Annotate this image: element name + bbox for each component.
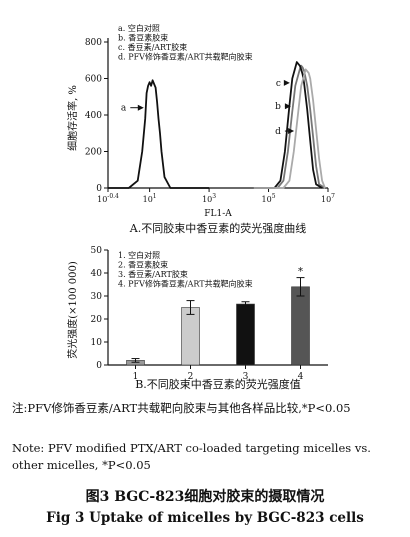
bar-chart-legend-item: 2. 香豆素胶束 xyxy=(118,260,168,270)
histogram-line-d xyxy=(253,68,326,189)
annotation-arrowhead-d xyxy=(288,128,295,135)
histogram-y-tick-label: 200 xyxy=(85,148,102,158)
bar-chart-y-axis-label: 荧光强度(×100 000) xyxy=(66,261,79,359)
bar-chart-category-label: 2 xyxy=(188,372,194,382)
histogram-x-axis-label: FL1-A xyxy=(204,209,232,219)
bar-chart-ticks: 0 10 20 30 40 50 1 2 3 4 xyxy=(91,246,304,382)
bar-chart-y-tick-label: 50 xyxy=(91,246,103,256)
bar-chart-y-tick-label: 0 xyxy=(96,361,102,371)
bar-chart-y-tick-label: 40 xyxy=(91,269,103,279)
histogram-y-tick-label: 0 xyxy=(96,184,102,194)
histogram-x-tick-label: 101 xyxy=(143,193,157,204)
bar-chart-caption: B.不同胶束中香豆素的荧光强度值 xyxy=(135,377,301,391)
annotation-label-a: a xyxy=(121,104,127,114)
histogram-legend-item: a. 空白对照 xyxy=(118,23,160,33)
annotation-arrowhead-c xyxy=(283,79,290,86)
bar-chart-category-label: 3 xyxy=(243,372,249,382)
bar-chart-bars: * xyxy=(126,267,310,366)
histogram-line-b xyxy=(253,64,326,189)
histogram-axes xyxy=(107,38,328,189)
bar-chart-y-tick-label: 10 xyxy=(91,338,103,348)
histogram-legend-item: b. 香豆素胶束 xyxy=(118,33,168,43)
histogram-x-tick-label: 105 xyxy=(262,193,276,204)
histogram-line-c xyxy=(253,61,323,189)
note-english: Note: PFV modified PTX/ART co-loaded tar… xyxy=(12,441,371,472)
note-chinese: 注:PFV修饰香豆素/ART共载靶向胶束与其他各样品比较,*P<0.05 xyxy=(12,401,351,415)
bar-chart-category-label: 1 xyxy=(133,372,139,382)
histogram-x-tick-label: 103 xyxy=(202,193,216,204)
bar-2 xyxy=(181,307,200,366)
histogram-annotations: a c b d xyxy=(121,79,295,137)
histogram-series xyxy=(108,61,326,189)
annotation-arrowhead-a xyxy=(137,104,144,111)
annotation-label-d: d xyxy=(275,127,281,137)
annotation-label-b: b xyxy=(275,102,281,112)
histogram-y-tick-label: 600 xyxy=(85,75,102,85)
histogram-y-tick-label: 800 xyxy=(85,38,102,48)
histogram-caption: A.不同胶束中香豆素的荧光强度曲线 xyxy=(129,221,306,235)
bar-chart-legend-item: 3. 香豆素/ART胶束 xyxy=(118,269,188,279)
histogram-x-tick-label: 10-0.4 xyxy=(97,193,119,204)
histogram-y-axis-label: 细胞存活率, % xyxy=(66,85,79,151)
histogram-chart: 0 200 400 600 800 10-0.4 101 103 105 107 a c b d a. … xyxy=(66,23,335,235)
bar-chart-category-label: 4 xyxy=(298,372,304,382)
bar-chart-legend-item: 1. 空白对照 xyxy=(118,250,160,260)
figure-title-english: Fig 3 Uptake of micelles by BGC-823 cell… xyxy=(46,510,364,526)
histogram-ticks: 0 200 400 600 800 10-0.4 101 103 105 107 xyxy=(85,38,335,204)
histogram-line-a xyxy=(108,79,210,189)
bar-chart-y-tick-label: 20 xyxy=(91,315,103,325)
histogram-legend-item: c. 香豆素/ART胶束 xyxy=(118,42,187,52)
histogram-y-tick-label: 400 xyxy=(85,111,102,121)
figure-title-chinese: 图3 BGC-823细胞对胶束的摄取情况 xyxy=(85,489,325,505)
significance-marker-4: * xyxy=(298,267,303,278)
histogram-legend-item: d. PFV修饰香豆素/ART共载靶向胶束 xyxy=(118,52,253,62)
bar-3 xyxy=(236,303,255,366)
annotation-label-c: c xyxy=(276,79,281,89)
annotation-arrowhead-b xyxy=(284,103,291,110)
histogram-x-tick-label: 107 xyxy=(321,193,335,204)
bar-4 xyxy=(291,286,310,366)
bar-chart-legend-item: 4. PFV修饰香豆素/ART共载靶向胶束 xyxy=(118,279,253,289)
bar-chart-y-tick-label: 30 xyxy=(91,292,103,302)
